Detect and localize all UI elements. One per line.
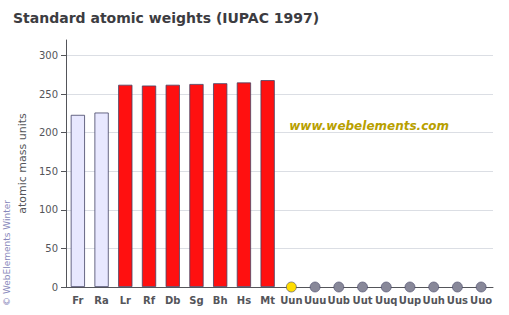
svg-text:Uus: Uus bbox=[447, 295, 468, 306]
svg-text:Uuq: Uuq bbox=[375, 295, 397, 306]
svg-text:50: 50 bbox=[45, 243, 58, 254]
svg-text:Uub: Uub bbox=[328, 295, 350, 306]
svg-text:Standard atomic weights (IUPAC: Standard atomic weights (IUPAC 1997) bbox=[13, 10, 319, 26]
svg-text:300: 300 bbox=[39, 50, 58, 61]
svg-text:Uuu: Uuu bbox=[304, 295, 326, 306]
svg-text:Rf: Rf bbox=[143, 295, 156, 306]
svg-text:Bh: Bh bbox=[213, 295, 228, 306]
svg-text:Mt: Mt bbox=[260, 295, 275, 306]
svg-text:150: 150 bbox=[39, 166, 58, 177]
svg-text:Uut: Uut bbox=[353, 295, 373, 306]
svg-text:Ra: Ra bbox=[94, 295, 108, 306]
svg-text:Uuh: Uuh bbox=[423, 295, 445, 306]
svg-text:250: 250 bbox=[39, 89, 58, 100]
svg-text:© WebElements Winter: © WebElements Winter bbox=[2, 200, 12, 306]
svg-text:Sg: Sg bbox=[189, 295, 203, 306]
svg-text:Fr: Fr bbox=[72, 295, 83, 306]
svg-text:200: 200 bbox=[39, 127, 58, 138]
svg-text:Uun: Uun bbox=[280, 295, 302, 306]
svg-text:Uup: Uup bbox=[399, 295, 421, 306]
svg-text:Lr: Lr bbox=[120, 295, 131, 306]
svg-text:atomic mass units: atomic mass units bbox=[16, 113, 29, 214]
svg-text:100: 100 bbox=[39, 204, 58, 215]
svg-text:Hs: Hs bbox=[237, 295, 251, 306]
svg-text:Db: Db bbox=[165, 295, 180, 306]
svg-text:www.webelements.com: www.webelements.com bbox=[289, 119, 449, 133]
svg-text:Uuo: Uuo bbox=[470, 295, 492, 306]
svg-text:0: 0 bbox=[52, 282, 58, 293]
